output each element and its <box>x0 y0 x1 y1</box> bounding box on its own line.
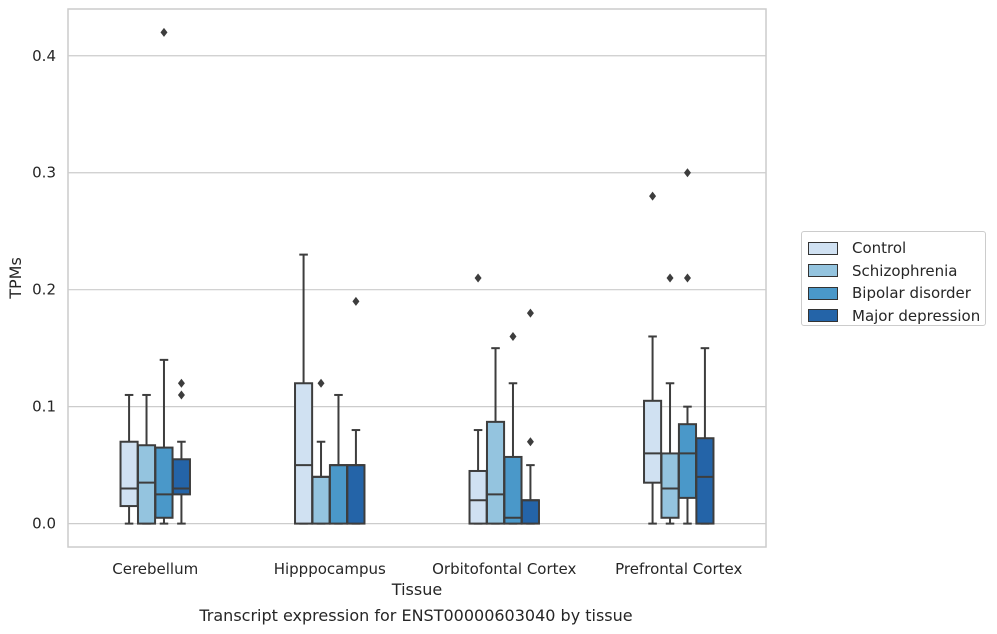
box <box>154 446 174 519</box>
legend-item: Control <box>802 237 985 260</box>
legend-swatch <box>808 309 838 323</box>
outlier-point <box>526 437 534 447</box>
x-tick-label: Prefrontal Cortex <box>615 560 742 578</box>
y-tick-label: 0.0 <box>32 515 56 533</box>
legend-item: Major depression <box>802 305 985 328</box>
legend-item: Schizophrenia <box>802 260 985 283</box>
outlier-point <box>526 308 534 318</box>
box <box>520 499 540 525</box>
box <box>660 452 680 519</box>
box <box>643 399 663 484</box>
y-tick-label: 0.2 <box>32 281 56 299</box>
legend: Control Schizophrenia Bipolar disorder Majo… <box>801 231 986 326</box>
x-tick-label: Hipppocampus <box>274 560 386 578</box>
box <box>328 464 349 525</box>
outlier-point <box>352 296 360 306</box>
legend-label: Major depression <box>852 306 981 325</box>
legend-label: Control <box>852 239 907 258</box>
box <box>171 458 191 496</box>
y-tick-label: 0.1 <box>32 398 56 416</box>
box <box>485 420 506 525</box>
outlier-point <box>509 331 517 341</box>
box <box>677 423 698 499</box>
plot-frame <box>67 8 767 548</box>
x-tick-label: Orbitofontal Cortex <box>432 560 576 578</box>
outlier-point <box>683 273 691 283</box>
legend-item: Bipolar disorder <box>802 282 985 305</box>
box <box>311 475 331 525</box>
box <box>119 440 139 508</box>
outlier-point <box>160 27 168 37</box>
legend-swatch <box>808 241 838 255</box>
outlier-point <box>649 191 657 201</box>
outlier-point <box>666 273 674 283</box>
box <box>136 444 157 525</box>
outlier-point <box>474 273 482 283</box>
box <box>346 464 366 525</box>
x-tick-label: Cerebellum <box>112 560 198 578</box>
outlier-point <box>317 378 325 388</box>
y-axis-label: TPMs <box>6 257 25 300</box>
y-tick-label: 0.3 <box>32 164 56 182</box>
outlier-point <box>177 378 185 388</box>
box <box>468 469 488 525</box>
box <box>503 455 523 525</box>
outlier-point <box>683 168 691 178</box>
box <box>695 437 715 525</box>
legend-label: Bipolar disorder <box>852 284 971 303</box>
x-axis-label: Tissue <box>391 580 442 599</box>
legend-swatch <box>808 264 838 278</box>
outlier-point <box>177 390 185 400</box>
legend-swatch <box>808 286 838 300</box>
chart-caption: Transcript expression for ENST0000060304… <box>199 606 633 625</box>
y-tick-label: 0.4 <box>32 47 56 65</box>
legend-label: Schizophrenia <box>852 261 958 280</box>
box <box>294 382 314 525</box>
